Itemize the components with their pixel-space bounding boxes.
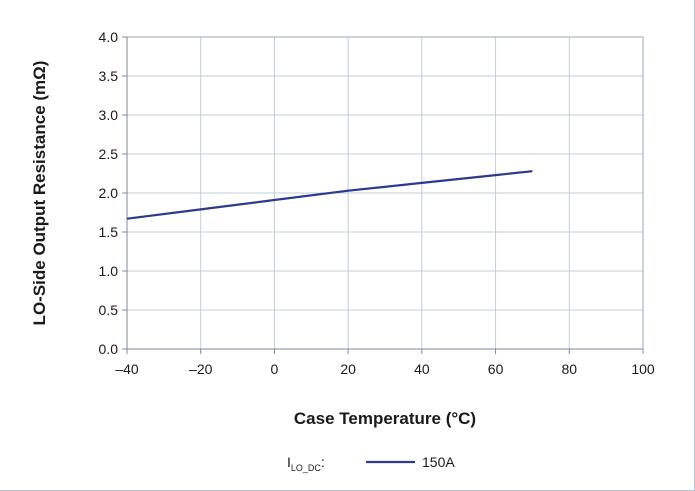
- y-tick-label: 3.5: [99, 68, 119, 84]
- y-axis-title: LO-Side Output Resistance (mΩ): [30, 61, 49, 326]
- x-axis-title: Case Temperature (°C): [294, 409, 476, 428]
- series-layer: [126, 170, 533, 220]
- y-tick-label: 0.5: [99, 302, 119, 318]
- x-tick-label: 0: [271, 361, 279, 377]
- y-tick-label: 1.0: [99, 263, 119, 279]
- legend-title: ILO_DC:: [287, 454, 325, 473]
- y-tick-label: 4.0: [99, 29, 119, 45]
- x-axis-ticks: –40 –20 0 20 40 60 80 100: [115, 349, 655, 377]
- x-tick-label: 60: [488, 361, 504, 377]
- legend: ILO_DC: 150A: [287, 454, 455, 473]
- y-tick-label: 2.5: [99, 146, 119, 162]
- y-axis-ticks: 0.0 0.5 1.0 1.5 2.0 2.5 3.0 3.5 4.0: [99, 29, 127, 357]
- y-tick-label: 2.0: [99, 185, 119, 201]
- y-tick-label: 0.0: [99, 341, 119, 357]
- legend-label-150a: 150A: [422, 454, 455, 470]
- x-tick-label: 40: [414, 361, 430, 377]
- legend-title-suffix: :: [321, 454, 325, 470]
- y-tick-label: 3.0: [99, 107, 119, 123]
- series-line-150a: [126, 170, 533, 220]
- legend-title-main: I: [287, 454, 291, 470]
- legend-title-subscript: LO_DC: [291, 463, 322, 473]
- grid: [126, 36, 644, 350]
- x-tick-label: 80: [561, 361, 577, 377]
- x-tick-label: 100: [631, 361, 655, 377]
- x-tick-label: –40: [115, 361, 139, 377]
- x-tick-label: –20: [189, 361, 213, 377]
- y-tick-label: 1.5: [99, 224, 119, 240]
- x-tick-label: 20: [340, 361, 356, 377]
